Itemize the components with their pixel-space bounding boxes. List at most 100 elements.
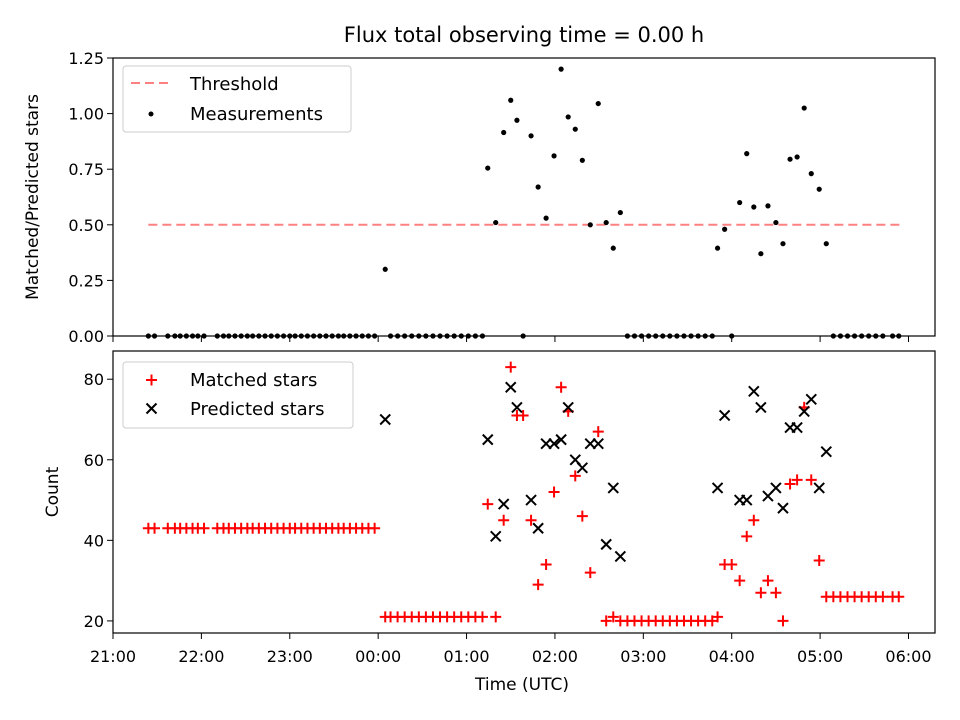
matched-star-point (805, 474, 817, 486)
measurement-point (244, 333, 250, 339)
measurement-point (674, 333, 680, 339)
measurement-point (646, 333, 652, 339)
predicted-star-point (562, 401, 574, 414)
measurement-point (520, 333, 526, 339)
measurement-point (579, 157, 585, 163)
measurement-point (851, 333, 858, 339)
measurements-legend-label: Measurements (190, 104, 323, 125)
measurement-point (714, 245, 721, 251)
ratio-y-axis-label: Matched/Predicted stars (23, 94, 43, 300)
measurement-point (688, 333, 694, 339)
measurement-point (311, 333, 317, 339)
measurement-point (543, 215, 549, 221)
matched-star-point (540, 559, 552, 571)
measurement-point (653, 333, 659, 339)
measurement-point (780, 241, 786, 247)
measurement-point (444, 333, 450, 339)
count-y-tick-label: 20 (84, 612, 104, 631)
ratio-x-tick-marks (112, 336, 909, 342)
measurement-point (292, 333, 298, 339)
matched-star-point (755, 587, 767, 599)
measurement-point (572, 126, 578, 132)
measurement-point (765, 203, 771, 209)
measurement-point (189, 333, 196, 339)
measurements-legend-swatch (148, 111, 154, 117)
count-y-tick-label: 40 (84, 531, 104, 550)
predicted-star-point (532, 522, 544, 534)
measurement-point (353, 333, 359, 339)
predicted-stars-legend-label: Predicted stars (190, 399, 324, 420)
measurement-point (451, 333, 457, 339)
matched-star-point (791, 474, 803, 486)
measurement-point (758, 251, 764, 257)
ratio-y-tick-label: 0.50 (68, 216, 104, 235)
measurement-point (702, 333, 708, 339)
measurement-point (880, 333, 886, 339)
measurement-point (631, 333, 638, 339)
measurement-point (617, 209, 623, 216)
measurement-point (359, 333, 365, 339)
predicted-star-point (805, 393, 817, 406)
measurement-point (145, 333, 151, 339)
matched-star-point (741, 530, 753, 542)
measurement-point (347, 333, 353, 339)
matched-star-point (600, 615, 612, 627)
measurement-point (859, 333, 865, 339)
predicted-star-point (490, 530, 502, 543)
measurement-point (565, 114, 571, 120)
predicted-star-point (555, 433, 567, 446)
predicted-stars-legend-swatch (145, 402, 158, 415)
measurement-point (220, 333, 227, 339)
measurement-point (773, 219, 779, 226)
matched-star-point (517, 409, 529, 421)
chart-title: Flux total observing time = 0.00 h (344, 23, 704, 47)
measurement-point (287, 333, 293, 339)
count-x-ticks: 21:00 22:00 23:00 00:00 01:00 02:00 03:00 04:00… (90, 633, 932, 666)
measurement-point (595, 100, 601, 107)
matched-star-point (490, 611, 502, 623)
measurement-point (794, 154, 800, 160)
measurement-point (551, 153, 557, 159)
predicted-star-point (379, 413, 391, 426)
measurement-point (514, 117, 520, 123)
matched-star-point (548, 486, 560, 498)
matched-star-point (476, 611, 488, 623)
predicted-star-point (482, 433, 494, 446)
measurement-point (329, 333, 335, 339)
measurement-point (844, 333, 851, 339)
measurement-point (317, 333, 323, 339)
matched-star-point (712, 611, 724, 623)
measurement-point (465, 333, 471, 339)
ratio-y-tick-label: 0.25 (68, 271, 104, 290)
count-y-ticks: 20 40 60 80 (84, 370, 113, 631)
measurement-point (395, 333, 401, 339)
matched-star-point (777, 615, 789, 627)
measurement-point (535, 184, 541, 190)
x-tick-label: 21:00 (90, 647, 136, 666)
measurement-point (830, 333, 836, 339)
matched-star-point (498, 514, 510, 526)
predicted-star-point (813, 482, 825, 494)
x-tick-label: 04:00 (709, 647, 755, 666)
measurement-point (151, 333, 158, 339)
ratio-legend: Threshold Measurements (122, 65, 352, 133)
measurement-point (304, 333, 311, 339)
x-tick-label: 23:00 (267, 647, 313, 666)
measurement-point (232, 333, 238, 339)
matched-star-point (369, 522, 381, 534)
measurement-point (382, 266, 388, 272)
predicted-star-point (791, 421, 803, 434)
predicted-star-point (741, 494, 753, 506)
x-tick-label: 03:00 (620, 647, 666, 666)
count-panel: 20 40 60 80 21:00 22:00 23:00 00:00 01:00 02:00 0… (43, 350, 936, 695)
measurement-point (458, 333, 464, 339)
predicted-star-point (548, 437, 560, 450)
measurement-point (437, 333, 443, 339)
measurement-point (709, 333, 715, 339)
measurement-point (823, 241, 829, 247)
measurement-point (638, 333, 645, 339)
measurement-point (808, 171, 814, 177)
x-tick-label: 02:00 (532, 647, 578, 666)
predicted-star-point (505, 381, 517, 393)
